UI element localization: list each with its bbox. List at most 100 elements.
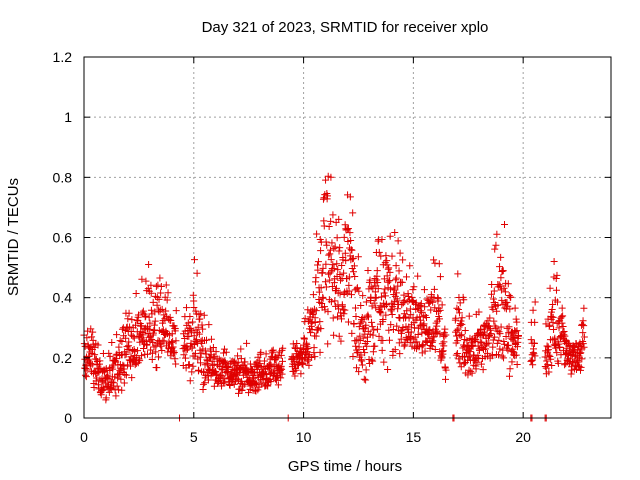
data-point: [148, 356, 156, 364]
data-point: [319, 294, 327, 302]
data-point: [212, 348, 220, 356]
data-point: [117, 375, 125, 383]
data-point: [188, 327, 196, 335]
data-point: [125, 338, 133, 346]
data-point: [342, 257, 350, 265]
data-point: [315, 288, 323, 296]
data-point: [453, 304, 461, 312]
data-point: [156, 274, 164, 282]
data-point: [217, 371, 225, 379]
data-point: [490, 287, 498, 295]
data-point: [112, 392, 120, 400]
data-point: [454, 325, 462, 333]
data-point: [170, 347, 178, 355]
data-point: [88, 333, 96, 341]
data-point: [344, 225, 352, 233]
data-point: [368, 318, 376, 326]
x-tick-label: 5: [190, 429, 198, 445]
data-point: [360, 325, 368, 333]
data-point: [237, 345, 245, 353]
data-point: [307, 329, 315, 337]
data-point: [340, 233, 348, 241]
data-point: [409, 286, 417, 294]
data-point: [352, 313, 360, 321]
data-point: [379, 315, 387, 323]
data-point: [436, 273, 444, 281]
y-axis-title: SRMTID / TECUs: [5, 178, 22, 296]
data-point: [418, 342, 426, 350]
data-point: [395, 267, 403, 275]
data-point: [354, 253, 362, 261]
data-point: [370, 326, 378, 334]
data-point: [347, 246, 355, 254]
data-point: [335, 332, 343, 340]
data-point: [531, 318, 539, 326]
data-point: [256, 360, 264, 368]
data-point: [457, 332, 465, 340]
data-point: [489, 343, 497, 351]
data-point: [122, 334, 130, 342]
data-point: [146, 325, 154, 333]
x-axis-tick-labels: 0 5 10 15 20: [80, 429, 531, 445]
data-point: [366, 276, 374, 284]
data-point: [335, 215, 343, 223]
data-point: [561, 361, 569, 369]
data-point: [429, 337, 437, 345]
data-point: [494, 351, 502, 359]
data-point: [486, 314, 494, 322]
data-point: [370, 299, 378, 307]
data-point: [395, 339, 403, 347]
data-point: [320, 194, 328, 202]
data-point: [318, 269, 326, 277]
data-point: [234, 352, 242, 360]
data-point: [310, 344, 318, 352]
data-point: [158, 305, 166, 313]
data-point: [382, 311, 390, 319]
data-point: [369, 331, 377, 339]
data-point: [329, 314, 337, 322]
data-point: [274, 373, 282, 381]
data-point: [576, 366, 584, 374]
data-point: [465, 312, 473, 320]
data-point: [309, 291, 317, 299]
data-point: [466, 348, 474, 356]
data-point: [204, 376, 212, 384]
data-point: [154, 353, 162, 361]
data-point: [124, 361, 132, 369]
data-point: [418, 329, 426, 337]
data-point: [99, 386, 107, 394]
data-point: [504, 280, 512, 288]
data-point: [279, 357, 287, 365]
data-point: [372, 304, 380, 312]
data-point: [493, 230, 501, 238]
data-point: [494, 301, 502, 309]
data-point: [142, 277, 150, 285]
data-point: [479, 366, 487, 374]
data-point: [475, 308, 483, 316]
data-point: [356, 319, 364, 327]
data-point: [196, 346, 204, 354]
data-point: [336, 289, 344, 297]
data-point: [348, 329, 356, 337]
data-point: [210, 382, 218, 390]
y-tick-label: 0.6: [53, 230, 73, 246]
data-point: [387, 321, 395, 329]
data-point: [556, 343, 564, 351]
data-point: [113, 331, 121, 339]
data-point: [143, 341, 151, 349]
data-point: [139, 331, 147, 339]
data-point: [197, 310, 205, 318]
data-point: [186, 312, 194, 320]
data-point: [531, 352, 539, 360]
data-point: [126, 323, 134, 331]
data-point: [427, 337, 435, 345]
data-point: [472, 365, 480, 373]
data-point: [128, 374, 136, 382]
data-point: [264, 364, 272, 372]
data-point: [132, 289, 140, 297]
data-point: [182, 346, 190, 354]
data-point: [411, 324, 419, 332]
data-point: [506, 305, 514, 313]
data-point: [384, 365, 392, 373]
data-point: [579, 340, 587, 348]
